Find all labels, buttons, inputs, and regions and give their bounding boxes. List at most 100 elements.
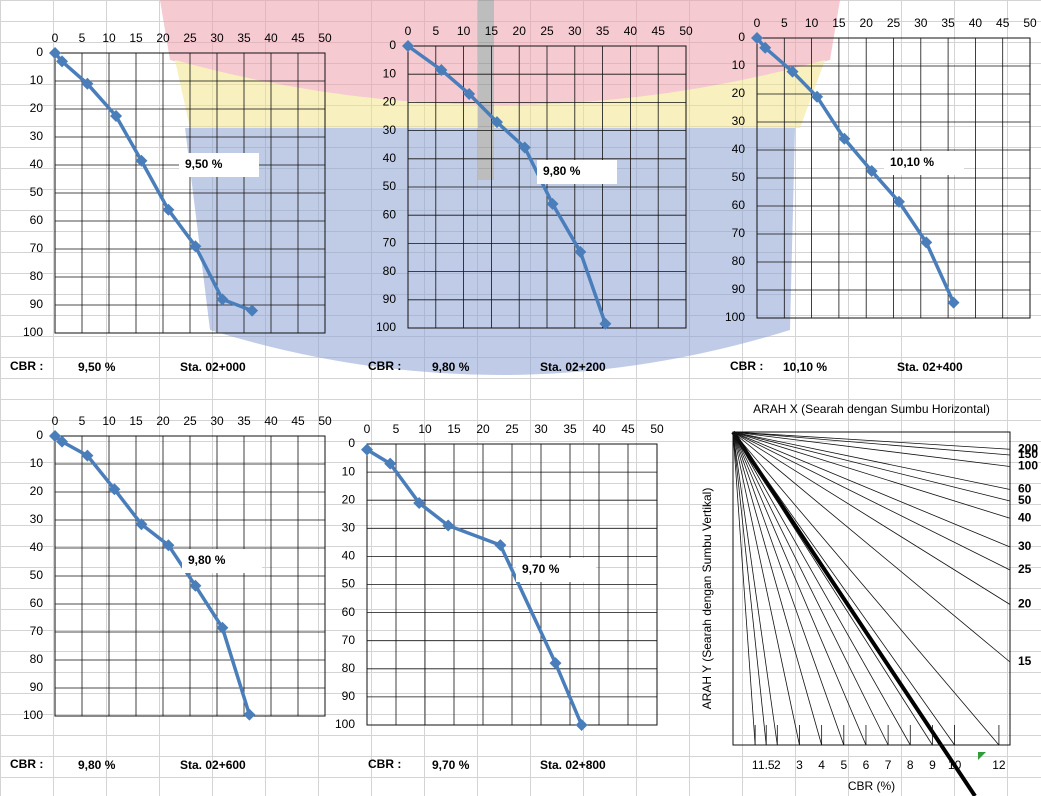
y-tick-label: 50 <box>342 577 356 591</box>
chart-title: ARAH X (Searah dengan Sumbu Horizontal) <box>753 402 990 416</box>
spreadsheet: 0510152025303540455001020304050607080901… <box>0 0 1041 796</box>
x-tick-label: 40 <box>592 422 606 436</box>
plot-frame <box>733 432 1010 745</box>
x-tick-label: 12 <box>992 758 1006 772</box>
y-tick-label: 0 <box>738 30 745 44</box>
x-tick-label: 0 <box>754 16 761 30</box>
y-tick-label: 10 <box>383 66 397 80</box>
y-tick-label: 100 <box>725 310 745 324</box>
y-tick-label: 80 <box>732 254 746 268</box>
y-tick-label: 10 <box>342 464 356 478</box>
x-tick-label: 45 <box>996 16 1010 30</box>
y-tick-label: 80 <box>342 661 356 675</box>
footer-station: Sta. 02+600 <box>180 758 246 772</box>
annotation: 9,80 % <box>188 553 226 567</box>
x-tick-label: 30 <box>210 414 224 428</box>
y-tick-label: 50 <box>30 185 44 199</box>
x-tick-label: 15 <box>832 16 846 30</box>
y-tick-label: 50 <box>383 179 397 193</box>
y-tick-label: 70 <box>342 633 356 647</box>
data-point <box>494 539 506 551</box>
x-tick-label: 5 <box>781 16 788 30</box>
x-tick-label: 6 <box>863 758 870 772</box>
fan-line <box>733 432 932 745</box>
x-tick-label: 0 <box>52 31 59 45</box>
footer-label: CBR : <box>730 359 763 373</box>
nomograph: 11.523456789101220015010060504030252015A… <box>700 402 1038 793</box>
footer-cbr: 9,50 % <box>78 360 116 374</box>
footer-cbr: 9,70 % <box>432 758 470 772</box>
x-tick-label: 7 <box>885 758 892 772</box>
y-tick-label: 90 <box>30 680 44 694</box>
y-tick-label: 0 <box>36 45 43 59</box>
x-tick-label: 8 <box>907 758 914 772</box>
y-tick-label: 70 <box>30 241 44 255</box>
fan-line <box>733 432 777 745</box>
y-tick-label: 100 <box>335 717 355 731</box>
y-axis-label: ARAH Y (Searah dengan Sumbu Vertikal) <box>700 488 714 710</box>
y-tick-label: 90 <box>732 282 746 296</box>
x-tick-label: 35 <box>237 414 251 428</box>
x-tick-label: 0 <box>52 414 59 428</box>
x-tick-label: 35 <box>237 31 251 45</box>
x-tick-label: 15 <box>129 414 143 428</box>
x-tick-label: 45 <box>291 31 305 45</box>
x-tick-label: 50 <box>1023 16 1037 30</box>
y-tick-label: 40 <box>342 549 356 563</box>
y-tick-label: 20 <box>30 484 44 498</box>
x-tick-label: 20 <box>476 422 490 436</box>
x-tick-label: 5 <box>393 422 400 436</box>
x-tick-label: 35 <box>941 16 955 30</box>
x-tick-label: 10 <box>805 16 819 30</box>
y-tick-label: 100 <box>23 708 43 722</box>
fan-line <box>733 432 888 745</box>
y-tick-label: 40 <box>30 540 44 554</box>
x-tick-label: 40 <box>264 31 278 45</box>
y-tick-label: 20 <box>732 86 746 100</box>
y-tick-label: 80 <box>383 264 397 278</box>
x-tick-label: 35 <box>596 24 610 38</box>
x-tick-label: 1.5 <box>758 758 775 772</box>
sheet-charts: 0510152025303540455001020304050607080901… <box>0 0 1041 796</box>
series-line <box>367 450 582 725</box>
fan-line <box>733 432 755 745</box>
annotation: 10,10 % <box>890 155 934 169</box>
y-tick-label: 0 <box>348 436 355 450</box>
y-tick-label: 60 <box>383 207 397 221</box>
x-tick-label: 50 <box>679 24 693 38</box>
x-tick-label: 25 <box>183 414 197 428</box>
y-tick-label: 10 <box>30 456 44 470</box>
dcp-chart: 0510152025303540455001020304050607080901… <box>10 414 332 772</box>
y-tick-label: 60 <box>30 596 44 610</box>
y2-tick-label: 15 <box>1018 654 1032 668</box>
x-tick-label: 30 <box>210 31 224 45</box>
x-tick-label: 25 <box>540 24 554 38</box>
x-tick-label: 25 <box>505 422 519 436</box>
data-point <box>576 719 588 731</box>
x-tick-label: 10 <box>102 31 116 45</box>
x-tick-label: 0 <box>405 24 412 38</box>
series-line <box>55 436 249 715</box>
x-tick-label: 4 <box>818 758 825 772</box>
x-tick-label: 40 <box>264 414 278 428</box>
fan-line <box>733 432 1010 455</box>
y-tick-label: 30 <box>383 123 397 137</box>
y-tick-label: 20 <box>342 492 356 506</box>
y-tick-label: 30 <box>342 520 356 534</box>
y-tick-label: 70 <box>732 226 746 240</box>
y-tick-label: 60 <box>30 213 44 227</box>
y-tick-label: 90 <box>383 292 397 306</box>
footer-station: Sta. 02+800 <box>540 758 606 772</box>
x-tick-label: 45 <box>652 24 666 38</box>
x-tick-label: 45 <box>621 422 635 436</box>
x-tick-label: 20 <box>860 16 874 30</box>
x-tick-label: 50 <box>318 31 332 45</box>
x-tick-label: 5 <box>840 758 847 772</box>
x-tick-label: 0 <box>364 422 371 436</box>
footer-label: CBR : <box>368 757 401 771</box>
data-point <box>948 297 960 309</box>
y-tick-label: 20 <box>383 95 397 109</box>
y-tick-label: 0 <box>389 38 396 52</box>
y-tick-label: 50 <box>30 568 44 582</box>
footer-station: Sta. 02+400 <box>897 360 963 374</box>
